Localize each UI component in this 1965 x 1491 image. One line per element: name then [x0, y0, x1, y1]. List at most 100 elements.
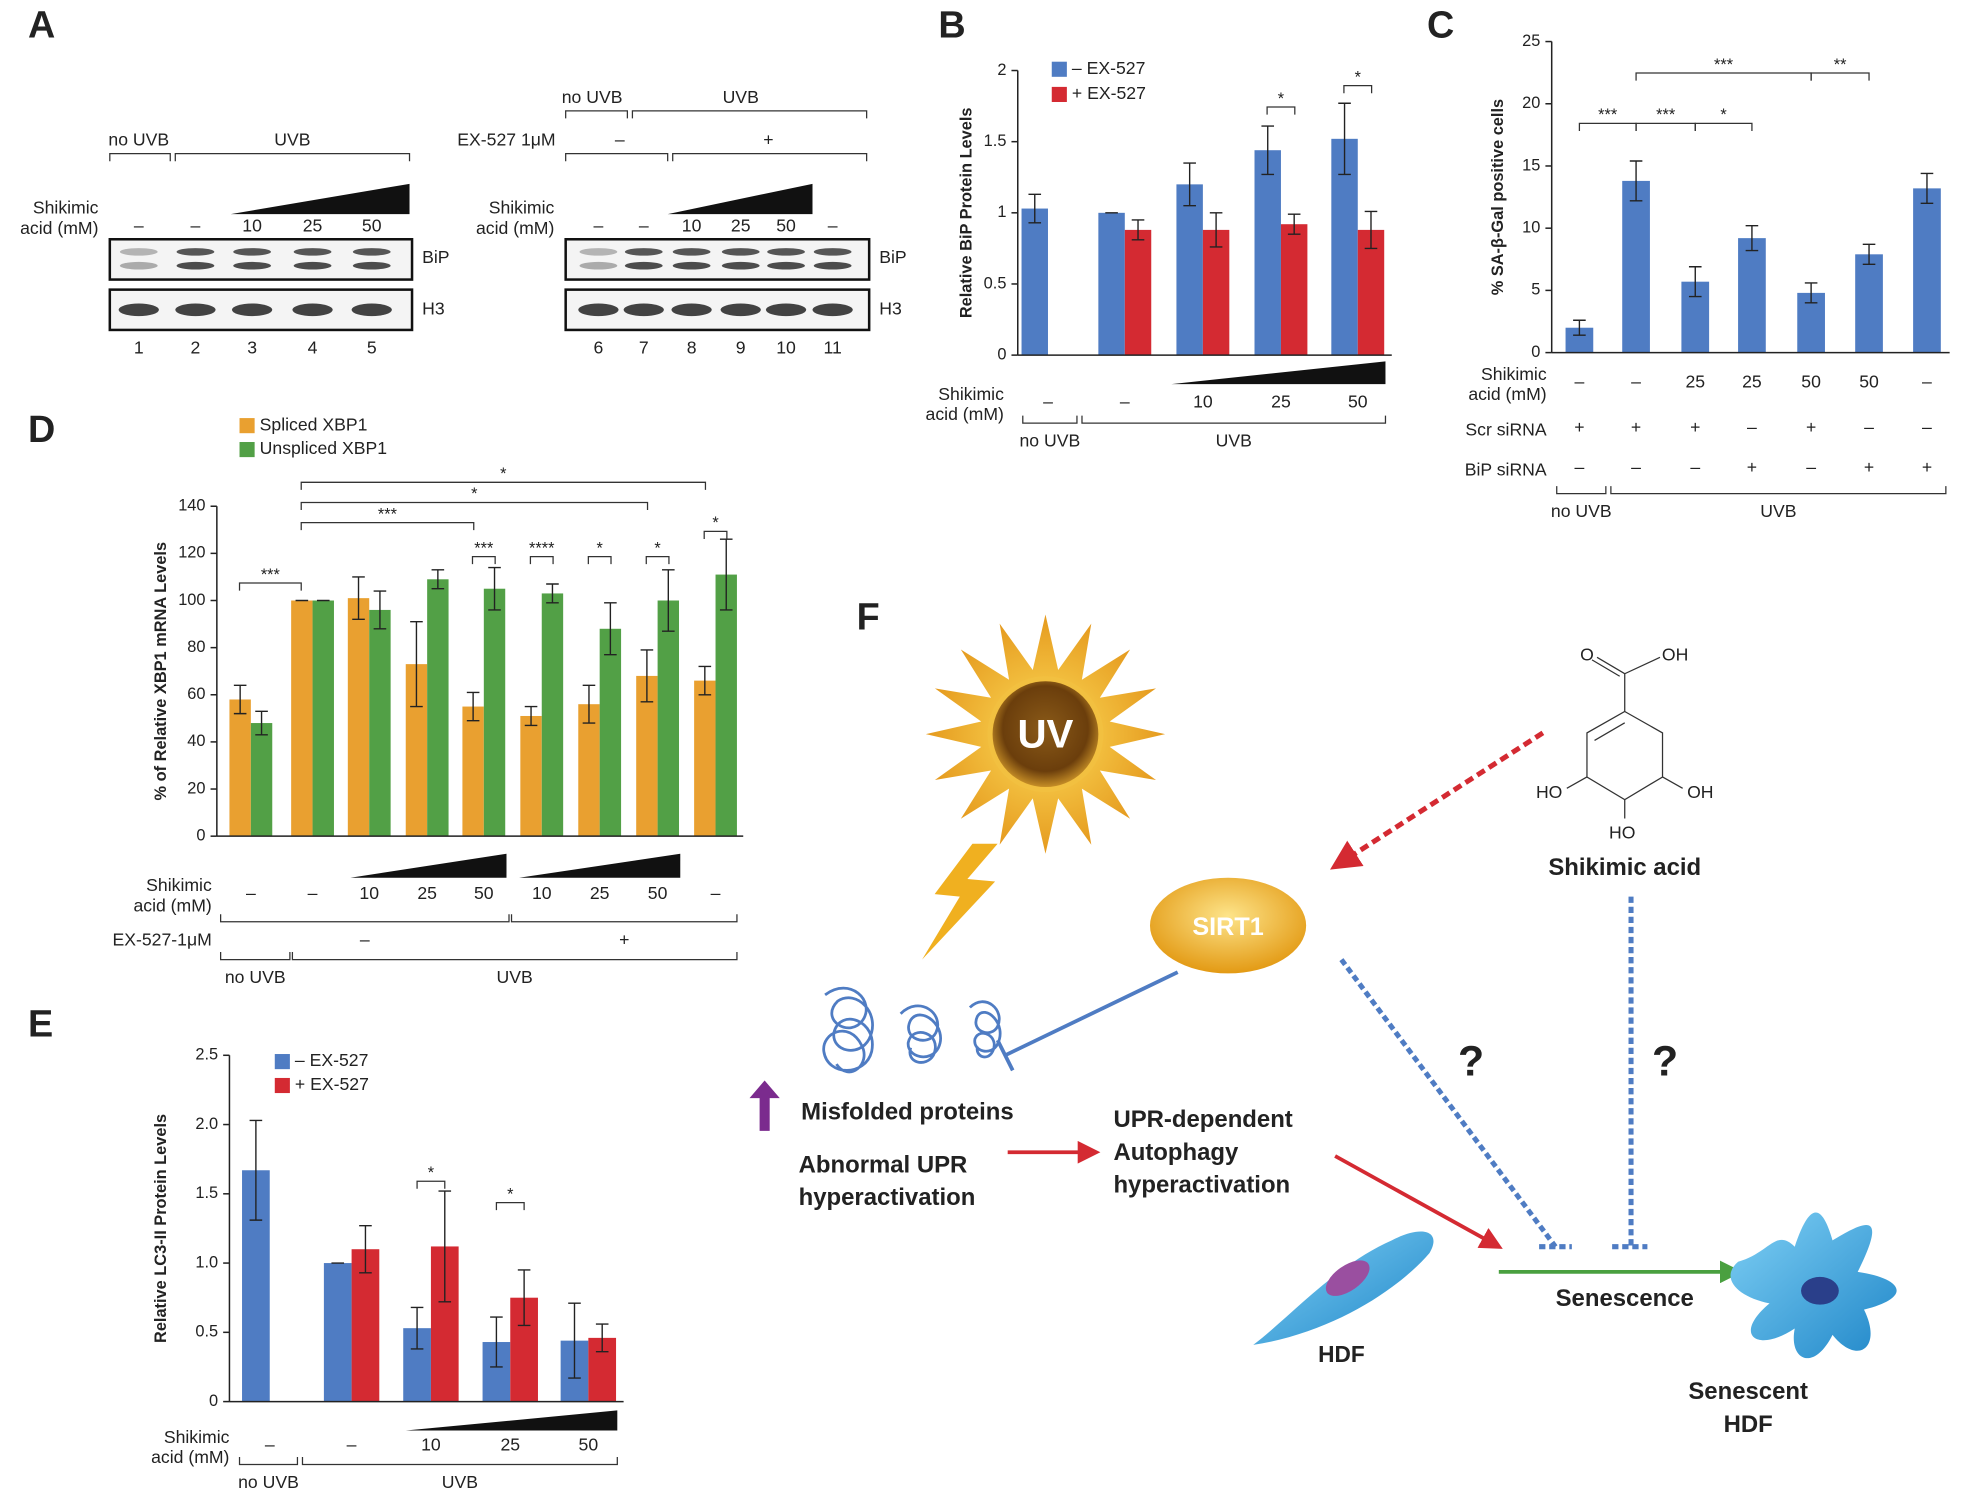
lane-number: 3 [247, 337, 257, 357]
y-tick-label: 0 [209, 1392, 218, 1410]
lane-treatment: 25 [303, 215, 323, 235]
group-label: no UVB [225, 967, 286, 987]
band [176, 261, 215, 270]
band [672, 248, 711, 256]
atom-label: HO [1536, 782, 1562, 802]
row-value: – [347, 1434, 357, 1454]
significance-label: * [1355, 68, 1362, 86]
bar [1021, 208, 1048, 356]
significance-label: *** [1598, 106, 1618, 124]
row-value: – [308, 883, 318, 903]
row-value: – [1864, 417, 1874, 437]
panel-letter: F [857, 597, 880, 639]
error-bar [255, 710, 268, 736]
row-value: – [1043, 392, 1053, 412]
concentration-wedge [350, 853, 507, 878]
error-bar [1688, 266, 1702, 298]
significance-label: ** [1834, 56, 1847, 74]
error-bar [1338, 102, 1351, 176]
y-axis-label: % SA-β-Gal positive cells [1489, 99, 1507, 295]
row-value: – [246, 883, 256, 903]
lane-treatment: – [134, 215, 144, 235]
error-bar [466, 691, 480, 722]
row-value: – [1922, 417, 1932, 437]
y-tick-label: 15 [1522, 156, 1540, 174]
lane-treatment: – [639, 215, 649, 235]
question-mark: ? [1458, 1037, 1484, 1085]
band [813, 261, 852, 270]
lane-treatment: 25 [731, 215, 751, 235]
band [351, 303, 392, 317]
lane-treatment: – [828, 215, 838, 235]
dashed-arrow [1330, 730, 1545, 870]
error-bar [1261, 125, 1275, 176]
significance-bracket [300, 501, 649, 511]
legend-swatch [274, 1054, 290, 1070]
concentration-wedge [405, 1410, 618, 1431]
arrow [1334, 1154, 1503, 1249]
y-tick-label: 1.5 [195, 1184, 218, 1202]
bar [1124, 229, 1152, 356]
error-bar [524, 705, 538, 727]
significance-bracket [238, 582, 302, 591]
bar [1202, 229, 1230, 356]
y-axis-label: % of Relative XBP1 mRNA Levels [152, 542, 170, 801]
bar [462, 706, 484, 837]
y-tick-label: 0.5 [984, 274, 1007, 292]
group-label: no UVB [1019, 431, 1080, 451]
error-bar [410, 621, 423, 708]
atom-label: HO [1609, 822, 1635, 842]
band [672, 261, 711, 270]
condition-label: – [615, 130, 625, 150]
row-value: 50 [1801, 371, 1821, 391]
bar [351, 1249, 380, 1402]
band [767, 261, 805, 270]
legend-swatch [274, 1077, 290, 1094]
senescent-hdf-label: HDF [1724, 1411, 1773, 1438]
row-value: – [265, 1434, 275, 1454]
bar [520, 715, 542, 837]
y-tick-label: 25 [1522, 32, 1540, 50]
bar [1913, 188, 1941, 353]
significance-bracket [1635, 72, 1812, 81]
bar [1855, 254, 1883, 353]
y-axis-label: Relative LC3-II Protein Levels [152, 1114, 170, 1343]
row-value: 50 [1348, 392, 1368, 412]
row-value: – [1631, 457, 1641, 477]
significance-bracket [1266, 106, 1296, 115]
bracket [109, 153, 171, 162]
bracket [565, 153, 669, 162]
y-tick-label: 1.5 [984, 132, 1007, 150]
band [720, 303, 761, 317]
error-bar [233, 684, 247, 715]
y-tick-label: 20 [187, 779, 205, 797]
significance-bracket [645, 555, 670, 565]
error-bar [359, 1224, 372, 1274]
significance-bracket [587, 555, 612, 565]
y-tick-label: 10 [1522, 219, 1540, 237]
band [765, 303, 807, 317]
y-tick-label: 2.0 [195, 1115, 218, 1133]
bracket [1022, 415, 1078, 424]
band [578, 303, 619, 317]
misfolded-proteins [822, 986, 1002, 1074]
bracket [291, 952, 738, 961]
lane-number: 1 [134, 337, 144, 357]
bar [1280, 224, 1308, 356]
band [119, 248, 158, 256]
group-label: – [360, 929, 370, 949]
error-bar [662, 569, 675, 632]
error-bar [1920, 172, 1934, 204]
row-value: 10 [359, 883, 379, 903]
bracket [301, 1456, 618, 1466]
row-value: 50 [1859, 371, 1879, 391]
group-label: UVB [1216, 431, 1252, 451]
y-tick-label: 0 [196, 826, 205, 844]
concentration-wedge [519, 853, 681, 878]
lane-treatment: 10 [682, 215, 702, 235]
bar [1738, 238, 1766, 353]
hdf-label: HDF [1318, 1341, 1365, 1367]
significance-label: *** [378, 505, 398, 523]
bar [312, 600, 334, 837]
